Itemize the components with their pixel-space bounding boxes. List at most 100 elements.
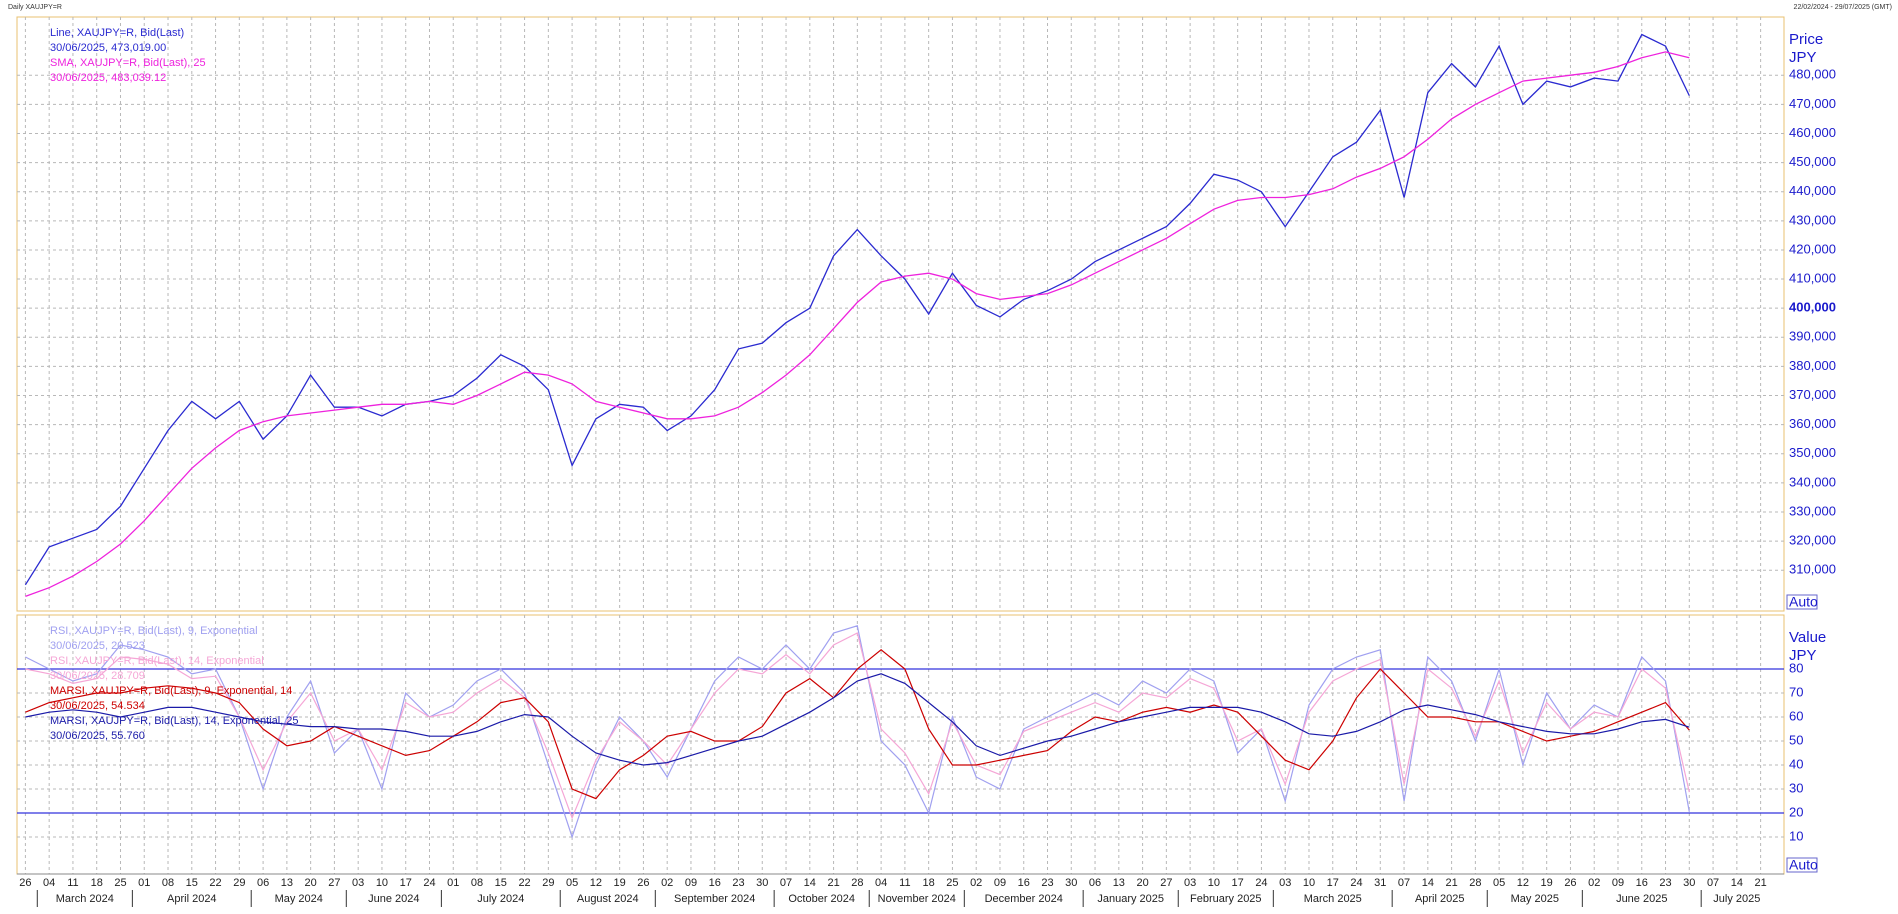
x-tick-label: 25: [946, 877, 958, 889]
month-label: January 2025: [1097, 893, 1164, 905]
month-label: November 2024: [878, 893, 956, 905]
x-tick-label: 26: [1564, 877, 1576, 889]
y-tick-label: 400,000: [1789, 300, 1836, 315]
y-tick-label: 40: [1789, 756, 1803, 771]
header-right: 22/02/2024 - 29/07/2025 (GMT): [1794, 4, 1892, 11]
series-line: [25, 673, 1690, 766]
series-line: [25, 51, 1690, 598]
month-label: October 2024: [788, 893, 855, 905]
x-tick-label: 30: [1065, 877, 1077, 889]
x-tick-label: 13: [281, 877, 293, 889]
month-label: July 2024: [477, 893, 524, 905]
month-label: February 2025: [1190, 893, 1262, 905]
y-tick-label: 460,000: [1789, 125, 1836, 140]
x-tick-label: 06: [257, 877, 269, 889]
x-tick-label: 17: [400, 877, 412, 889]
x-tick-label: 12: [590, 877, 602, 889]
y-tick-label: 60: [1789, 708, 1803, 723]
x-tick-label: 04: [43, 877, 55, 889]
y-tick-label: 50: [1789, 732, 1803, 747]
x-tick-label: 14: [1731, 877, 1743, 889]
y-tick-label: 440,000: [1789, 183, 1836, 198]
legend-entry: RSI, XAUJPY=R, Bid(Last), 14, Exponentia…: [50, 655, 264, 667]
month-label: March 2025: [1304, 893, 1362, 905]
x-tick-label: 21: [827, 877, 839, 889]
x-tick-label: 03: [1279, 877, 1291, 889]
x-tick-label: 07: [1707, 877, 1719, 889]
legend-entry: MARSI, XAUJPY=R, Bid(Last), 14, Exponent…: [50, 715, 299, 727]
x-tick-label: 03: [352, 877, 364, 889]
x-tick-label: 25: [114, 877, 126, 889]
x-tick-label: 27: [328, 877, 340, 889]
x-tick-label: 10: [1208, 877, 1220, 889]
x-tick-label: 20: [1136, 877, 1148, 889]
x-tick-label: 07: [780, 877, 792, 889]
y-tick-label: 20: [1789, 804, 1803, 819]
x-tick-label: 08: [162, 877, 174, 889]
x-tick-label: 23: [732, 877, 744, 889]
x-tick-label: 28: [1469, 877, 1481, 889]
y-tick-label: 10: [1789, 828, 1803, 843]
x-tick-label: 28: [851, 877, 863, 889]
x-tick-label: 21: [1445, 877, 1457, 889]
y-tick-label: 450,000: [1789, 154, 1836, 169]
header-left: Daily XAUJPY=R: [8, 4, 62, 11]
x-tick-label: 15: [186, 877, 198, 889]
x-tick-label: 27: [1160, 877, 1172, 889]
x-tick-label: 09: [994, 877, 1006, 889]
y-tick-label: 380,000: [1789, 358, 1836, 373]
legend-value: 30/06/2025, 20.523: [50, 640, 145, 652]
legend-entry: MARSI, XAUJPY=R, Bid(Last), 9, Exponenti…: [50, 685, 292, 697]
y-tick-label: 470,000: [1789, 96, 1836, 111]
x-tick-label: 23: [1041, 877, 1053, 889]
x-tick-label: 07: [1398, 877, 1410, 889]
x-tick-label: 11: [899, 877, 910, 889]
x-tick-label: 10: [1303, 877, 1315, 889]
x-tick-label: 10: [376, 877, 388, 889]
x-tick-label: 12: [1517, 877, 1529, 889]
month-label: June 2024: [368, 893, 419, 905]
x-tick-label: 22: [209, 877, 221, 889]
x-tick-label: 30: [1683, 877, 1695, 889]
y-tick-label: 480,000: [1789, 67, 1836, 82]
month-label: May 2024: [275, 893, 323, 905]
x-tick-label: 29: [542, 877, 554, 889]
x-tick-label: 03: [1184, 877, 1196, 889]
x-tick-label: 04: [875, 877, 887, 889]
x-tick-label: 24: [1350, 877, 1362, 889]
y-tick-label: 310,000: [1789, 562, 1836, 577]
x-tick-label: 02: [661, 877, 673, 889]
x-tick-label: 21: [1754, 877, 1766, 889]
auto-button: Auto: [1789, 857, 1818, 873]
x-tick-label: 14: [1422, 877, 1434, 889]
x-tick-label: 20: [305, 877, 317, 889]
x-tick-label: 08: [471, 877, 483, 889]
y-tick-label: 320,000: [1789, 533, 1836, 548]
x-tick-label: 17: [1327, 877, 1339, 889]
y-tick-label: 360,000: [1789, 416, 1836, 431]
x-tick-label: 15: [495, 877, 507, 889]
y-axis-title: Value: [1789, 629, 1826, 646]
x-tick-label: 01: [138, 877, 150, 889]
x-tick-label: 31: [1374, 877, 1386, 889]
x-tick-label: 18: [91, 877, 103, 889]
x-tick-label: 17: [1232, 877, 1244, 889]
x-tick-label: 18: [923, 877, 935, 889]
month-label: March 2024: [56, 893, 114, 905]
y-tick-label: 410,000: [1789, 270, 1836, 285]
auto-button-frame: [1786, 857, 1818, 873]
month-label: May 2025: [1511, 893, 1559, 905]
y-tick-label: 330,000: [1789, 503, 1836, 518]
month-label: April 2025: [1415, 893, 1465, 905]
x-tick-label: 02: [1588, 877, 1600, 889]
month-label: April 2024: [167, 893, 217, 905]
x-tick-label: 16: [1636, 877, 1648, 889]
y-tick-label: 390,000: [1789, 329, 1836, 344]
auto-button-frame: [1786, 594, 1818, 610]
y-tick-label: 350,000: [1789, 445, 1836, 460]
x-tick-label: 30: [756, 877, 768, 889]
series-line: [25, 632, 1690, 820]
